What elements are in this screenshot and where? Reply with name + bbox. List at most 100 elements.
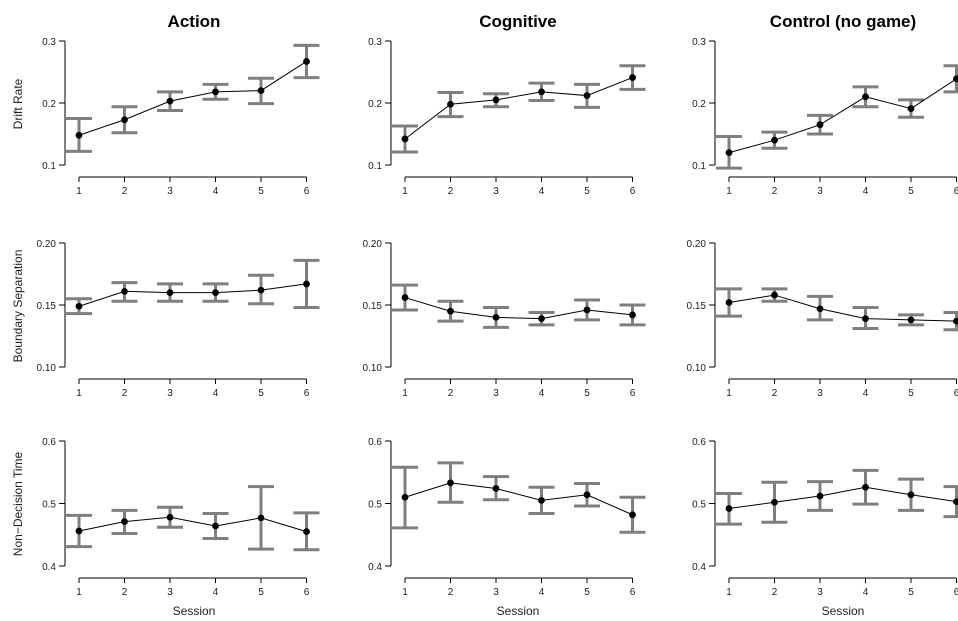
data-point xyxy=(725,299,733,306)
data-point xyxy=(771,498,778,506)
data-point xyxy=(862,483,869,491)
data-point xyxy=(447,307,454,315)
data-point xyxy=(447,479,454,487)
x-axis-label-cognitive: Session xyxy=(497,604,540,618)
x-tick-label: 5 xyxy=(258,388,264,399)
y-tick-label: 0.15 xyxy=(37,301,57,312)
data-point xyxy=(629,511,636,519)
x-tick-label: 3 xyxy=(167,186,173,197)
data-point xyxy=(583,491,591,499)
y-tick-label: 0.20 xyxy=(363,239,383,250)
x-axis-label-control: Session xyxy=(822,604,865,618)
x-axis-label-action: Session xyxy=(173,604,216,618)
data-point xyxy=(907,316,915,324)
x-tick-label: 2 xyxy=(448,186,454,197)
y-tick-label: 0.1 xyxy=(368,161,382,172)
y-tick-label: 0.3 xyxy=(368,37,382,48)
x-tick-label: 3 xyxy=(493,186,499,197)
y-tick-label: 0.10 xyxy=(687,363,707,374)
x-tick-label: 1 xyxy=(402,388,408,399)
x-tick-label: 4 xyxy=(863,388,869,399)
data-point xyxy=(583,92,591,99)
x-tick-label: 1 xyxy=(76,186,82,197)
data-point xyxy=(862,315,869,323)
x-tick-label: 3 xyxy=(493,388,499,399)
data-point xyxy=(121,287,128,295)
y-tick-label: 0.1 xyxy=(42,161,56,172)
x-tick-label: 1 xyxy=(402,587,408,598)
x-tick-label: 5 xyxy=(584,186,590,197)
panel-boundary-separation-control: 0.10 0.15 0.20 1 2 3 4 5 6 xyxy=(687,239,958,399)
y-tick-label: 0.6 xyxy=(692,437,706,448)
x-tick-label: 5 xyxy=(908,186,914,197)
column-title-control: Control (no game) xyxy=(770,12,916,31)
y-tick-label: 0.15 xyxy=(363,301,383,312)
data-point xyxy=(725,149,733,157)
row-label-boundary-separation: Boundary Separation xyxy=(11,250,25,363)
x-tick-label: 6 xyxy=(304,587,310,598)
row-label-non-decision-time: Non−Decision Time xyxy=(11,451,25,556)
x-tick-label: 6 xyxy=(954,186,958,197)
x-tick-label: 3 xyxy=(817,186,823,197)
series-line-drift-rate-cognitive xyxy=(404,77,633,140)
column-title-action: Action xyxy=(168,12,221,31)
y-tick-label: 0.4 xyxy=(692,562,706,573)
x-tick-label: 5 xyxy=(584,388,590,399)
x-tick-label: 2 xyxy=(448,587,454,598)
x-tick-label: 1 xyxy=(726,587,732,598)
panel-drift-rate-action: 0.1 0.2 0.3 1 2 3 4 5 6 xyxy=(42,37,320,197)
x-tick-label: 4 xyxy=(539,587,545,598)
data-point xyxy=(166,289,174,296)
x-tick-label: 3 xyxy=(167,587,173,598)
data-point xyxy=(121,518,128,526)
data-point xyxy=(166,513,174,521)
y-tick-label: 0.2 xyxy=(368,99,382,110)
x-tick-label: 4 xyxy=(213,587,219,598)
y-tick-label: 0.1 xyxy=(692,161,706,172)
x-tick-label: 5 xyxy=(584,587,590,598)
x-tick-label: 3 xyxy=(493,587,499,598)
x-tick-label: 5 xyxy=(258,587,264,598)
data-point xyxy=(583,306,591,314)
x-tick-label: 6 xyxy=(954,388,958,399)
y-tick-label: 0.3 xyxy=(42,37,56,48)
data-point xyxy=(816,492,824,500)
y-tick-label: 0.2 xyxy=(42,99,56,110)
series-line-non-decision-time-cognitive xyxy=(404,482,633,516)
x-tick-label: 6 xyxy=(630,587,636,598)
data-point xyxy=(401,135,409,143)
data-point xyxy=(907,491,915,499)
x-tick-label: 1 xyxy=(402,186,408,197)
series-line-non-decision-time-control xyxy=(728,486,957,509)
series-line-non-decision-time-action xyxy=(78,516,307,533)
series-line-boundary-separation-cognitive xyxy=(404,297,633,320)
y-tick-label: 0.6 xyxy=(368,437,382,448)
data-point xyxy=(303,58,310,65)
series-line-boundary-separation-action xyxy=(78,283,307,307)
y-tick-label: 0.10 xyxy=(37,363,57,374)
y-tick-label: 0.4 xyxy=(368,562,382,573)
data-point xyxy=(492,96,500,104)
data-point xyxy=(166,97,174,105)
y-tick-label: 0.15 xyxy=(687,301,707,312)
x-tick-label: 5 xyxy=(258,186,264,197)
x-tick-label: 5 xyxy=(908,388,914,399)
x-tick-label: 6 xyxy=(630,388,636,399)
column-title-cognitive: Cognitive xyxy=(479,12,556,31)
x-tick-label: 2 xyxy=(122,587,128,598)
panel-boundary-separation-cognitive: 0.10 0.15 0.20 1 2 3 4 5 6 xyxy=(363,239,646,399)
data-point xyxy=(771,136,778,144)
x-tick-label: 4 xyxy=(539,186,545,197)
y-tick-label: 0.5 xyxy=(368,500,382,511)
y-tick-label: 0.5 xyxy=(692,500,706,511)
y-tick-label: 0.20 xyxy=(37,239,57,250)
panel-non-decision-time-control: 0.4 0.5 0.6 1 2 3 4 5 6 xyxy=(692,437,958,598)
x-tick-label: 1 xyxy=(726,388,732,399)
x-tick-label: 6 xyxy=(630,186,636,197)
data-point xyxy=(401,294,409,301)
data-point xyxy=(492,485,500,492)
data-point xyxy=(953,498,958,506)
panel-boundary-separation-action: 0.10 0.15 0.20 1 2 3 4 5 6 xyxy=(37,239,320,399)
data-point xyxy=(303,280,310,288)
x-tick-label: 4 xyxy=(213,388,219,399)
